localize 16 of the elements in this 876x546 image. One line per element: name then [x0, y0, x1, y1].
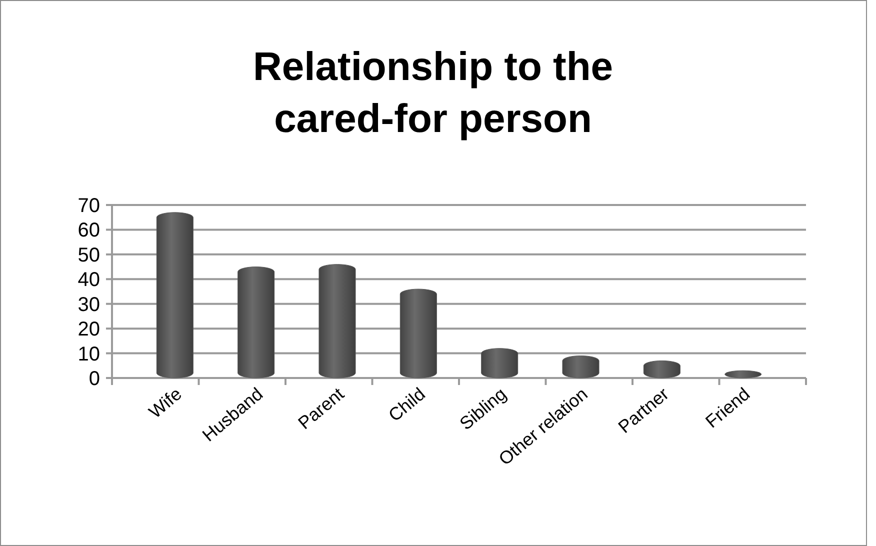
y-tick-label: 30	[78, 294, 100, 316]
y-tick-label: 0	[88, 368, 100, 390]
bar	[562, 356, 600, 378]
y-tick-label: 10	[78, 343, 100, 366]
bar	[238, 266, 275, 378]
bar	[400, 288, 437, 378]
bar	[481, 348, 518, 378]
y-tick-label: 70	[78, 195, 100, 217]
y-tick-label: 60	[78, 220, 100, 242]
bar	[318, 264, 356, 378]
y-tick-label: 50	[78, 244, 100, 266]
x-tick-label: Wife	[145, 384, 186, 422]
y-tick-label: 40	[78, 269, 100, 292]
chart-title: Relationship to the cared-for person	[253, 45, 613, 141]
y-tick-label: 20	[78, 318, 100, 341]
bar	[156, 212, 194, 378]
